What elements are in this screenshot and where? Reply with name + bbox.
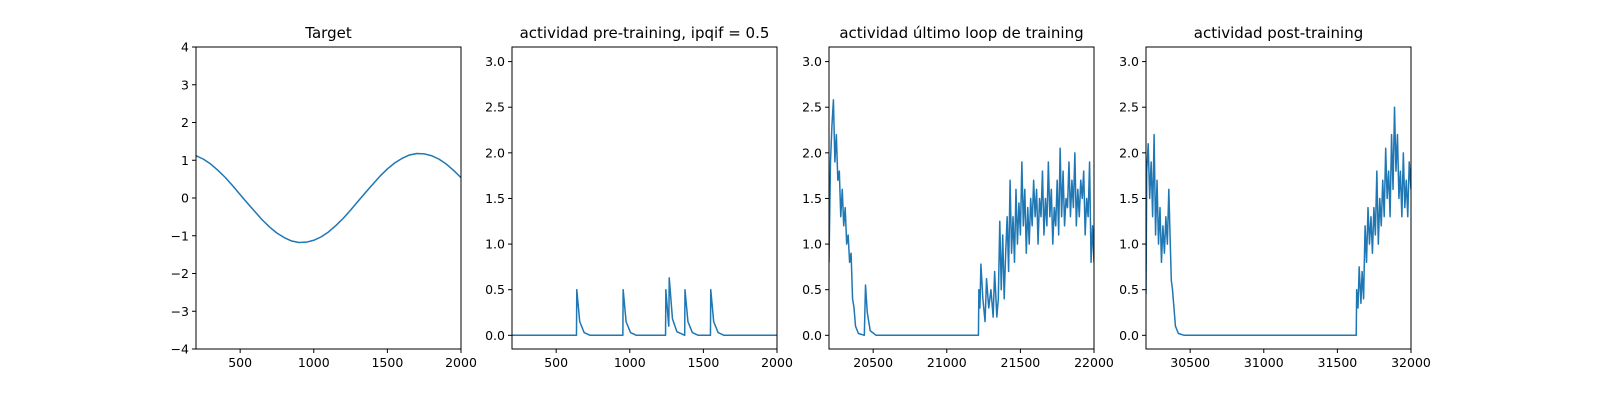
y-tick-label: −4 <box>171 342 189 357</box>
y-tick-label: 1.5 <box>1119 191 1139 206</box>
axes-frame <box>828 46 1095 350</box>
y-tick-label: 3.0 <box>1119 54 1139 69</box>
x-tick-label: 31500 <box>1318 355 1358 370</box>
data-line <box>196 152 461 244</box>
y-tick-label: 4 <box>181 40 189 55</box>
x-tick-label: 22000 <box>1074 355 1114 370</box>
data-line <box>829 99 1094 337</box>
y-tick-label: 0.5 <box>1119 282 1139 297</box>
x-tick-label: 32000 <box>1391 355 1431 370</box>
y-tick-label: 3 <box>181 77 189 92</box>
y-tick-label: −2 <box>171 266 189 281</box>
x-tick-label: 500 <box>544 355 568 370</box>
x-tick-label: 30500 <box>1170 355 1210 370</box>
y-tick-label: 0.0 <box>1119 328 1139 343</box>
y-tick-label: 1.5 <box>802 191 822 206</box>
axes-frame <box>195 46 462 350</box>
chart-title: actividad último loop de training <box>839 24 1083 42</box>
y-tick-label: 0.5 <box>485 282 505 297</box>
y-tick-label: 2.5 <box>802 100 822 115</box>
x-tick-label: 21000 <box>927 355 967 370</box>
y-tick-label: 2.0 <box>485 145 505 160</box>
y-tick-label: 1 <box>181 153 189 168</box>
y-tick-label: 1.0 <box>802 237 822 252</box>
y-tick-label: 2.5 <box>1119 100 1139 115</box>
x-tick-label: 1000 <box>298 355 330 370</box>
y-tick-label: −3 <box>171 304 189 319</box>
chart-title: actividad pre-training, ipqif = 0.5 <box>520 24 770 42</box>
data-line <box>1146 106 1411 337</box>
y-tick-label: 1.0 <box>1119 237 1139 252</box>
axes-frame <box>511 46 778 350</box>
x-tick-label: 500 <box>228 355 252 370</box>
x-tick-label: 1500 <box>687 355 719 370</box>
y-tick-label: −1 <box>171 228 189 243</box>
x-tick-label: 2000 <box>761 355 793 370</box>
y-tick-label: 0 <box>181 191 189 206</box>
y-tick-label: 2 <box>181 115 189 130</box>
subplot: actividad post-training 0.0 0.5 1.0 1.5 2.0 2.… <box>1119 24 1431 370</box>
y-tick-label: 3.0 <box>802 54 822 69</box>
subplot: Target −4 −3 −2 −1 0 1 2 3 4 500 1000 1500 2000 <box>171 24 477 370</box>
x-tick-label: 31000 <box>1244 355 1284 370</box>
x-tick-label: 21500 <box>1001 355 1041 370</box>
y-tick-label: 1.0 <box>485 237 505 252</box>
chart-title: Target <box>304 24 352 42</box>
chart-title: actividad post-training <box>1194 24 1363 42</box>
y-tick-label: 2.0 <box>802 145 822 160</box>
x-tick-label: 20500 <box>853 355 893 370</box>
y-tick-label: 2.0 <box>1119 145 1139 160</box>
subplot: actividad pre-training, ipqif = 0.5 0.0 0.… <box>485 24 793 370</box>
x-tick-label: 2000 <box>445 355 477 370</box>
x-tick-label: 1500 <box>371 355 403 370</box>
y-tick-label: 0.5 <box>802 282 822 297</box>
y-tick-label: 0.0 <box>485 328 505 343</box>
subplot: actividad último loop de training 0.0 0.5 1… <box>802 24 1114 370</box>
axes-frame <box>1145 46 1412 350</box>
y-tick-label: 2.5 <box>485 100 505 115</box>
y-tick-label: 0.0 <box>802 328 822 343</box>
y-tick-label: 1.5 <box>485 191 505 206</box>
y-tick-label: 3.0 <box>485 54 505 69</box>
data-line <box>512 277 777 337</box>
x-tick-label: 1000 <box>614 355 646 370</box>
